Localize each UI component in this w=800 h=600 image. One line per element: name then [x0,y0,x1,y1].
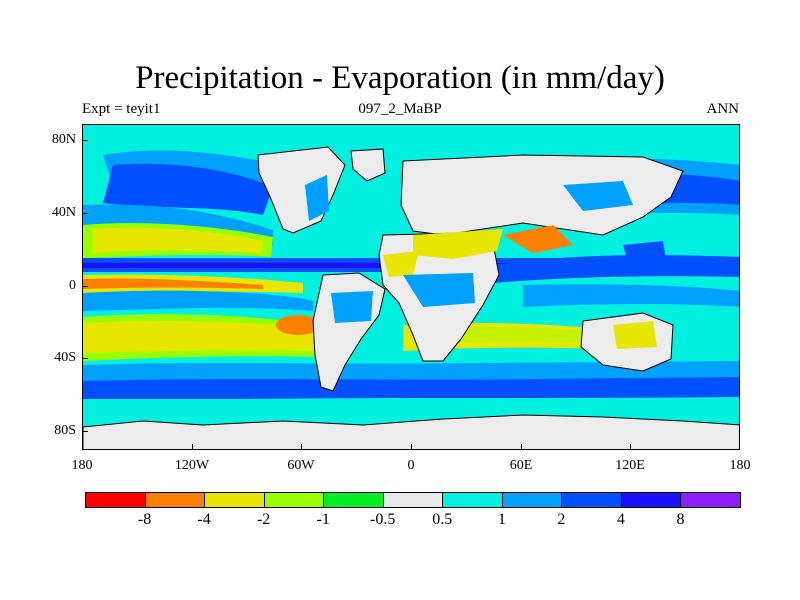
eurasia [400,154,684,236]
colorbar-swatch [263,492,325,508]
colorbar-swatch [620,492,682,508]
sp-yellow-belt [83,321,313,353]
central-africa-blue [403,273,475,307]
lat-label-40n: 40N [51,205,76,220]
colorbar-label: -1 [316,511,330,528]
lat-tick [82,140,88,141]
lon-label-120w: 120W [174,458,210,473]
lon-tick [411,444,412,450]
colorbar-swatch [561,492,622,508]
lon-label-120e: 120E [615,458,645,473]
lon-label-60w: 60W [287,458,315,473]
greenland [350,148,386,182]
eq-blue-south [83,290,313,311]
lon-label-60e: 60E [509,458,533,473]
lon-tick [192,444,193,450]
lat-label-40s: 40S [54,350,76,365]
map-panel [82,124,740,450]
so-storm-track [83,377,739,400]
lon-label-180e: 180 [729,458,751,473]
colorbar-swatch [144,492,206,508]
colorbar-swatch [382,492,444,508]
lat-label-80s: 80S [54,423,76,438]
colorbar-swatch [85,492,146,508]
colorbar-swatch [204,492,265,508]
wp-south-blue [523,284,739,307]
colorbar-label: -4 [197,511,211,528]
west-africa-yellow [383,251,419,277]
arctic-band [83,125,739,147]
se-asia-blue [623,241,667,267]
colorbar-label: 0.5 [432,511,453,528]
lon-label-180w: 180 [71,458,93,473]
experiment-label: Expt = teyit1 [82,101,161,117]
colorbar-label: 1 [497,511,506,528]
eq-orange [83,278,263,289]
north-pacific-storm [103,163,273,215]
lat-tick [82,213,88,214]
colorbar-swatch [680,492,741,508]
colorbar-label: -2 [256,511,271,528]
season-label: ANN [706,101,740,117]
amazon-blue [331,291,373,323]
np-yellow-belt [93,227,263,253]
colorbar-label: -8 [137,511,152,528]
sp-orange-patch [276,315,320,335]
lon-tick [521,444,522,450]
colorbar-swatch [501,492,563,508]
arabia-orange [503,225,573,253]
lon-tick [301,444,302,450]
colorbar-label: 2 [557,511,566,528]
lat-tick [82,358,88,359]
plot-title: Precipitation - Evaporation (in mm/day) [135,60,665,96]
siberia-blue [563,181,633,211]
pe-field-map [83,125,739,449]
wp-warm-pool [493,255,739,283]
lat-tick [82,286,88,287]
colorbar-swatch [323,492,384,508]
period-label: 097_2_MaBP [358,101,442,117]
lat-label-equator: 0 [69,278,76,293]
lat-label-80n: 80N [51,132,76,147]
sahara-yellow [413,229,503,259]
colorbar-label: 4 [616,511,625,528]
colorbar-label: 8 [676,511,685,528]
colorbar-label: -0.5 [370,511,396,528]
lon-label-0: 0 [407,458,415,473]
lon-tick [630,444,631,450]
australia-yellow [613,321,657,349]
lat-tick [82,431,88,432]
antarctica [83,414,739,449]
na-east-blue [305,175,329,221]
colorbar-swatch [442,492,503,508]
